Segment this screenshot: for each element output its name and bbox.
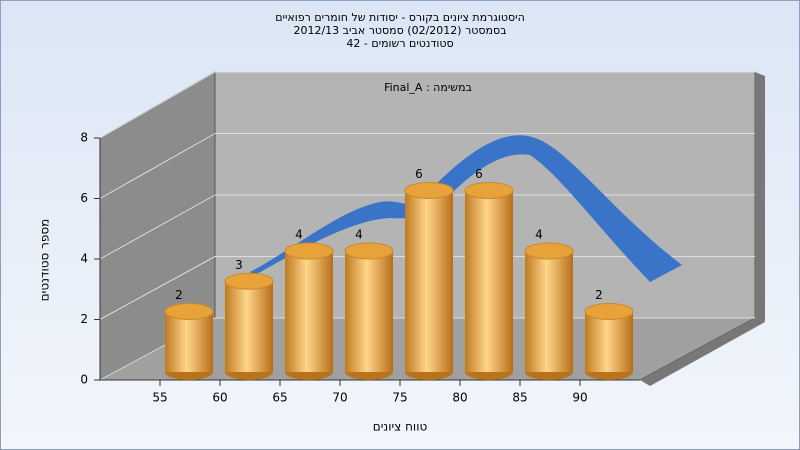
wall-edge: [755, 72, 765, 322]
title-line: סטודנטים רשומים - 42: [346, 37, 453, 50]
x-tick-label: 75: [392, 391, 407, 405]
x-tick-label: 70: [332, 391, 347, 405]
x-axis-label: טווח ציונים: [373, 420, 428, 434]
y-axis-label: מספר סטודנטים: [38, 219, 52, 302]
bar: [285, 251, 333, 372]
x-tick-label: 55: [152, 391, 167, 405]
title-line: היסטוגרמת ציונים בקורס - יסודות של חומרי…: [275, 11, 525, 24]
x-tick-label: 60: [212, 391, 227, 405]
bar-top: [524, 242, 574, 260]
x-tick-label: 90: [572, 391, 587, 405]
bar: [465, 190, 513, 372]
bar: [225, 281, 273, 372]
y-tick-label: 0: [80, 373, 88, 387]
data-label: 3: [235, 258, 243, 272]
data-label: 6: [415, 167, 423, 181]
bar: [405, 190, 453, 372]
title-line: בסמסטר (02/2012) סמסטר אביב 2012/13: [293, 24, 506, 37]
data-label: 2: [175, 288, 183, 302]
bar-top: [164, 303, 214, 320]
bar: [525, 251, 573, 372]
bar: [165, 311, 213, 372]
bar-top: [224, 272, 274, 290]
x-tick-label: 85: [512, 391, 527, 405]
bar-top: [464, 182, 514, 199]
annotation: Final_A : במשימה: [384, 81, 472, 94]
grid-line: [99, 133, 216, 199]
y-tick-label: 4: [80, 252, 88, 266]
bar: [345, 251, 393, 372]
bar-top: [284, 242, 334, 260]
grid-line: [99, 256, 216, 320]
bar-top: [404, 182, 454, 199]
bar-top: [584, 303, 634, 320]
y-tick-label: 6: [80, 191, 88, 205]
x-tick-label: 80: [452, 391, 467, 405]
bar: [585, 311, 633, 372]
floor-edge: [640, 318, 765, 386]
bar-top: [344, 242, 394, 260]
x-tick-label: 65: [272, 391, 287, 405]
grid-line: [99, 194, 216, 260]
data-label: 4: [295, 228, 303, 242]
y-tick-label: 2: [80, 312, 88, 326]
data-label: 2: [595, 288, 603, 302]
data-label: 6: [475, 167, 483, 181]
grid-line: [99, 71, 216, 139]
data-label: 4: [535, 228, 543, 242]
fit-curve: [250, 135, 682, 282]
data-label: 4: [355, 228, 363, 242]
y-tick-label: 8: [80, 131, 88, 145]
